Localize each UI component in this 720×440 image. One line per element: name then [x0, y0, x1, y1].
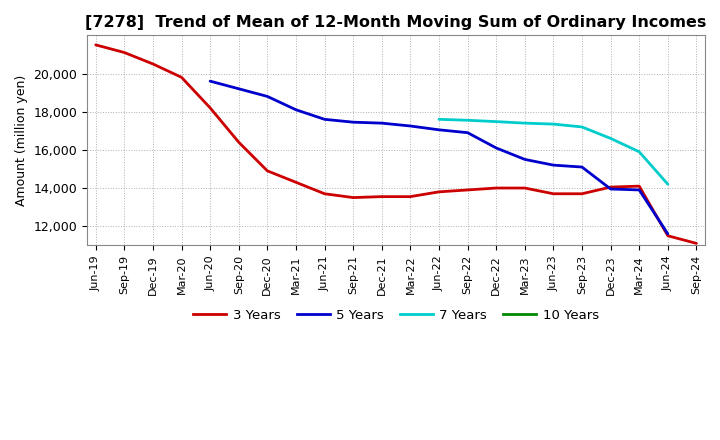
3 Years — [177, 75, 186, 80]
5 Years — [577, 165, 586, 170]
Title: [7278]  Trend of Mean of 12-Month Moving Sum of Ordinary Incomes: [7278] Trend of Mean of 12-Month Moving … — [86, 15, 707, 30]
3 Years — [635, 183, 644, 189]
7 Years — [664, 182, 672, 187]
3 Years — [292, 180, 300, 185]
5 Years — [263, 94, 271, 99]
7 Years — [521, 121, 529, 126]
5 Years — [206, 78, 215, 84]
5 Years — [492, 145, 500, 150]
Y-axis label: Amount (million yen): Amount (million yen) — [15, 75, 28, 206]
5 Years — [463, 130, 472, 136]
3 Years — [349, 195, 358, 200]
7 Years — [635, 149, 644, 154]
7 Years — [577, 125, 586, 130]
5 Years — [664, 231, 672, 236]
3 Years — [377, 194, 386, 199]
Line: 7 Years: 7 Years — [439, 119, 668, 184]
5 Years — [320, 117, 329, 122]
3 Years — [320, 191, 329, 196]
3 Years — [492, 185, 500, 191]
7 Years — [606, 136, 615, 141]
3 Years — [435, 189, 444, 194]
3 Years — [120, 50, 129, 55]
3 Years — [521, 185, 529, 191]
3 Years — [148, 61, 157, 66]
Line: 5 Years: 5 Years — [210, 81, 668, 234]
7 Years — [435, 117, 444, 122]
3 Years — [463, 187, 472, 193]
3 Years — [91, 42, 100, 48]
3 Years — [206, 105, 215, 110]
3 Years — [692, 241, 701, 246]
3 Years — [606, 184, 615, 190]
5 Years — [292, 107, 300, 112]
7 Years — [549, 121, 558, 127]
3 Years — [549, 191, 558, 196]
5 Years — [549, 162, 558, 168]
5 Years — [377, 121, 386, 126]
5 Years — [235, 86, 243, 92]
7 Years — [492, 119, 500, 124]
3 Years — [577, 191, 586, 196]
3 Years — [235, 139, 243, 145]
7 Years — [463, 117, 472, 123]
Line: 3 Years: 3 Years — [96, 45, 696, 243]
3 Years — [406, 194, 415, 199]
5 Years — [606, 187, 615, 192]
5 Years — [349, 120, 358, 125]
Legend: 3 Years, 5 Years, 7 Years, 10 Years: 3 Years, 5 Years, 7 Years, 10 Years — [188, 303, 604, 327]
3 Years — [263, 168, 271, 173]
5 Years — [435, 127, 444, 132]
3 Years — [664, 233, 672, 238]
5 Years — [521, 157, 529, 162]
5 Years — [635, 187, 644, 193]
5 Years — [406, 123, 415, 128]
